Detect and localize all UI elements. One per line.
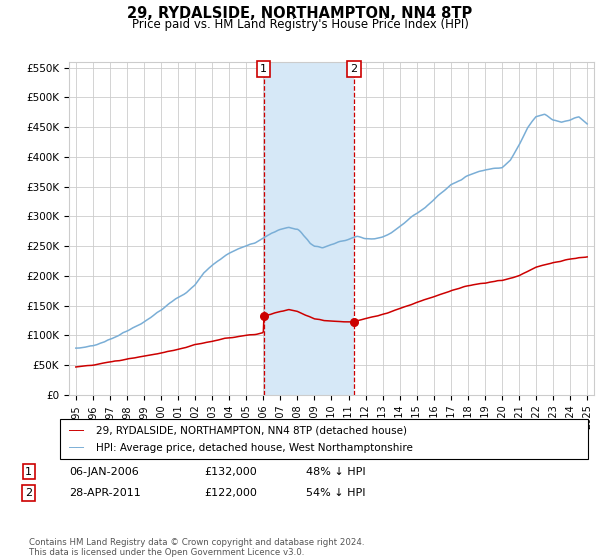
Text: ——: —— [69, 424, 84, 437]
Text: 2: 2 [25, 488, 32, 498]
Text: 1: 1 [260, 64, 267, 74]
Text: Price paid vs. HM Land Registry's House Price Index (HPI): Price paid vs. HM Land Registry's House … [131, 18, 469, 31]
Text: £132,000: £132,000 [204, 466, 257, 477]
Text: HPI: Average price, detached house, West Northamptonshire: HPI: Average price, detached house, West… [96, 443, 413, 453]
Text: 28-APR-2011: 28-APR-2011 [69, 488, 141, 498]
Text: 2: 2 [350, 64, 358, 74]
Bar [263, 62, 354, 395]
Text: 48% ↓ HPI: 48% ↓ HPI [306, 466, 365, 477]
Text: 29, RYDALSIDE, NORTHAMPTON, NN4 8TP (detached house): 29, RYDALSIDE, NORTHAMPTON, NN4 8TP (det… [96, 425, 407, 435]
Text: £122,000: £122,000 [204, 488, 257, 498]
Text: 29, RYDALSIDE, NORTHAMPTON, NN4 8TP: 29, RYDALSIDE, NORTHAMPTON, NN4 8TP [127, 6, 473, 21]
Text: 06-JAN-2006: 06-JAN-2006 [69, 466, 139, 477]
Text: 54% ↓ HPI: 54% ↓ HPI [306, 488, 365, 498]
Text: 1: 1 [25, 466, 32, 477]
Text: ——: —— [69, 441, 84, 454]
Text: Contains HM Land Registry data © Crown copyright and database right 2024.
This d: Contains HM Land Registry data © Crown c… [29, 538, 364, 557]
